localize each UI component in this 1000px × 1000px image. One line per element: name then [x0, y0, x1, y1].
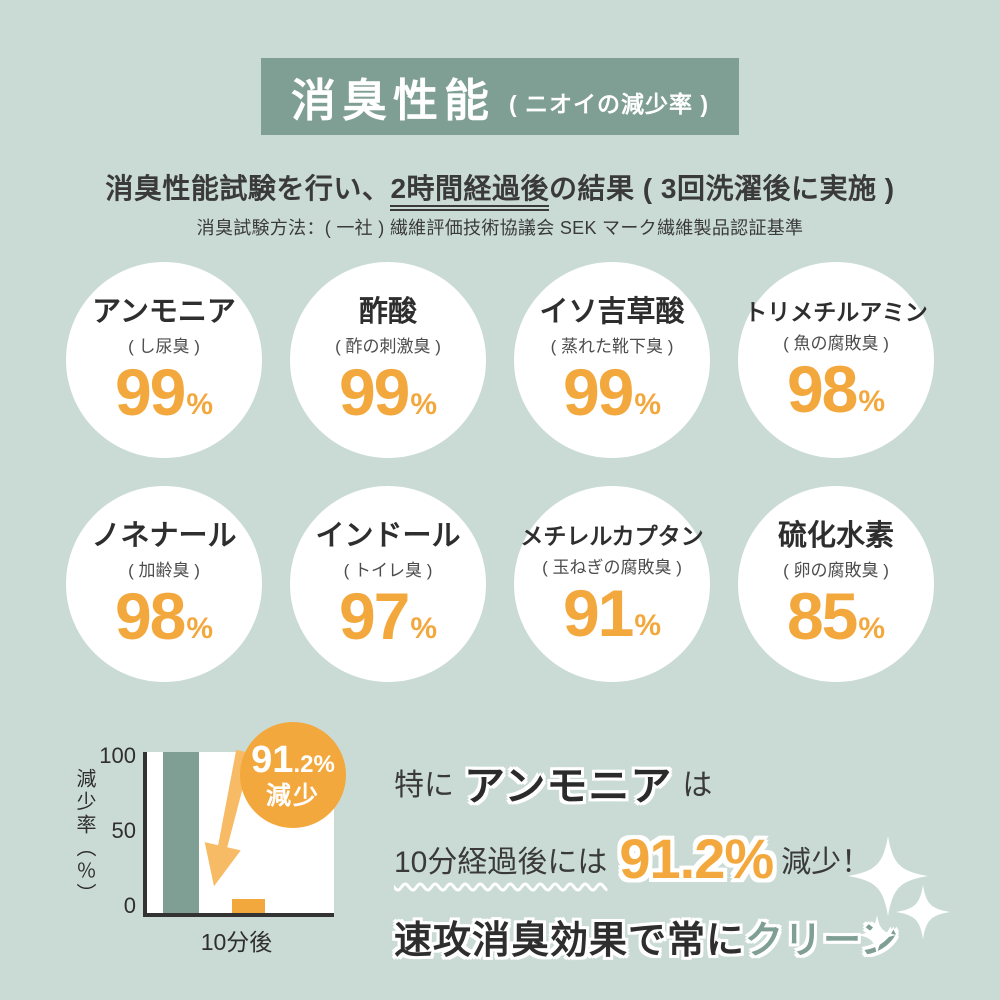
callout-text-block: 特に アンモニアは 10分経過後には 91.2% 減少！ 速攻消臭効果で常にクリーン	[394, 752, 924, 964]
stat-circles-grid: アンモニア ( し尿臭 ) 99% 酢酸 ( 酢の刺激臭 ) 99% イソ吉草酸…	[0, 262, 1000, 682]
odor-source: ( トイレ臭 )	[343, 561, 433, 581]
odor-name: イソ吉草酸	[539, 295, 685, 328]
y-tick-100: 100	[99, 743, 136, 768]
reduction-badge-value: 91.2%	[251, 741, 335, 779]
stat-circle-acetic-acid: 酢酸 ( 酢の刺激臭 ) 99%	[290, 262, 486, 458]
odor-value-number: 85	[786, 579, 858, 654]
stat-circles-row-2: ノネナール ( 加齢臭 ) 98% インドール ( トイレ臭 ) 97% メチレ…	[66, 486, 934, 682]
odor-source: ( 卵の腐敗臭 )	[783, 561, 889, 581]
intro-line-1-underlined: 2時間経過後	[390, 173, 550, 211]
odor-name: 酢酸	[358, 295, 417, 328]
stat-circle-methyl-mercaptan: メチレルカプタン ( 玉ねぎの腐敗臭 ) 91%	[514, 486, 710, 682]
stat-circles-row-1: アンモニア ( し尿臭 ) 99% 酢酸 ( 酢の刺激臭 ) 99% イソ吉草酸…	[66, 262, 934, 458]
odor-value-number: 99	[114, 355, 186, 430]
intro-line-1-post: の結果 ( 3回洗濯後に実施 )	[549, 173, 895, 204]
reduction-badge: 91.2% 減少	[240, 722, 346, 828]
x-tick-label: 10分後	[200, 929, 273, 955]
reduction-bar-chart: 減少率（％） 100 50 0 91.2% 減少 10分後	[62, 722, 372, 968]
odor-value-unit: %	[186, 612, 214, 646]
odor-value: 98%	[115, 583, 213, 649]
odor-value-number: 91	[562, 576, 634, 651]
odor-source: ( 魚の腐敗臭 )	[783, 334, 889, 354]
odor-source: ( 玉ねぎの腐敗臭 )	[542, 558, 682, 578]
page-title: 消臭性能	[290, 75, 495, 126]
page-title-paren: ( ニオイの減少率 )	[508, 90, 710, 117]
odor-name: インドール	[315, 519, 461, 552]
odor-value-number: 98	[114, 579, 186, 654]
sparkle-icon	[848, 836, 950, 955]
odor-value: 97%	[339, 583, 437, 649]
odor-value-number: 99	[338, 355, 410, 430]
intro-line-1-pre: 消臭性能試験を行い、	[105, 173, 391, 204]
callout-line-3-main: 速攻消臭効果で常に	[394, 920, 746, 962]
odor-source: ( 酢の刺激臭 )	[335, 337, 441, 357]
callout-line-3: 速攻消臭効果で常にクリーン	[394, 909, 924, 964]
odor-name: メチレルカプタン	[520, 522, 704, 549]
odor-value: 99%	[115, 359, 213, 425]
stat-circle-nonenal: ノネナール ( 加齢臭 ) 98%	[66, 486, 262, 682]
odor-value: 91%	[563, 580, 661, 646]
callout-ammonia-emphasis: アンモニア	[464, 763, 673, 809]
y-tick-50: 50	[111, 818, 136, 843]
callout-line-1: 特に アンモニアは	[394, 752, 924, 812]
odor-value: 85%	[787, 583, 885, 649]
intro-line-2: 消臭試験方法：( 一社 ) 繊維評価技術協議会 SEK マーク繊維製品認証基準	[196, 218, 804, 238]
bar-initial	[163, 752, 199, 913]
header-badge: 消臭性能 ( ニオイの減少率 )	[261, 58, 739, 135]
stat-circle-ammonia: アンモニア ( し尿臭 ) 99%	[66, 262, 262, 458]
odor-value-number: 97	[338, 579, 410, 654]
stat-circle-trimethylamine: トリメチルアミン ( 魚の腐敗臭 ) 98%	[738, 262, 934, 458]
odor-value: 99%	[563, 359, 661, 425]
callout-line-2-pre: 10分経過後には	[394, 845, 608, 879]
odor-value-unit: %	[858, 612, 886, 646]
odor-value-unit: %	[858, 385, 886, 419]
callout-line-2-post: 減少！	[781, 845, 872, 879]
odor-value-unit: %	[186, 388, 214, 422]
callout-percentage: 91.2%	[619, 827, 774, 890]
odor-value-number: 98	[786, 352, 858, 427]
stat-circle-isovaleric-acid: イソ吉草酸 ( 蒸れた靴下臭 ) 99%	[514, 262, 710, 458]
reduction-value-minor: .2%	[293, 751, 335, 778]
odor-name: アンモニア	[92, 295, 236, 328]
stat-circle-indole: インドール ( トイレ臭 ) 97%	[290, 486, 486, 682]
callout-line-1-post: は	[682, 769, 713, 802]
stat-circle-hydrogen-sulfide: 硫化水素 ( 卵の腐敗臭 ) 85%	[738, 486, 934, 682]
odor-name: 硫化水素	[777, 519, 894, 552]
callout-line-1-pre: 特に	[394, 769, 454, 802]
odor-value-unit: %	[410, 388, 438, 422]
odor-value-unit: %	[634, 388, 662, 422]
odor-value-number: 99	[562, 355, 634, 430]
odor-source: ( 加齢臭 )	[128, 561, 200, 581]
callout-line-2: 10分経過後には 91.2% 減少！	[394, 826, 924, 891]
odor-name: トリメチルアミン	[744, 298, 928, 325]
odor-value: 99%	[339, 359, 437, 425]
odor-value: 98%	[787, 356, 885, 422]
intro-line-1: 消臭性能試験を行い、2時間経過後の結果 ( 3回洗濯後に実施 )	[0, 167, 1000, 211]
bar-after-10min	[232, 898, 265, 913]
reduction-value-major: 91	[251, 739, 294, 781]
reduction-badge-label: 減少	[265, 782, 320, 810]
y-axis-label: 減少率（％）	[73, 768, 95, 906]
odor-source: ( し尿臭 )	[128, 337, 200, 357]
odor-value-unit: %	[634, 609, 662, 643]
y-tick-0: 0	[123, 893, 136, 918]
odor-value-unit: %	[410, 612, 438, 646]
odor-source: ( 蒸れた靴下臭 )	[550, 337, 674, 357]
odor-name: ノネナール	[91, 519, 237, 552]
